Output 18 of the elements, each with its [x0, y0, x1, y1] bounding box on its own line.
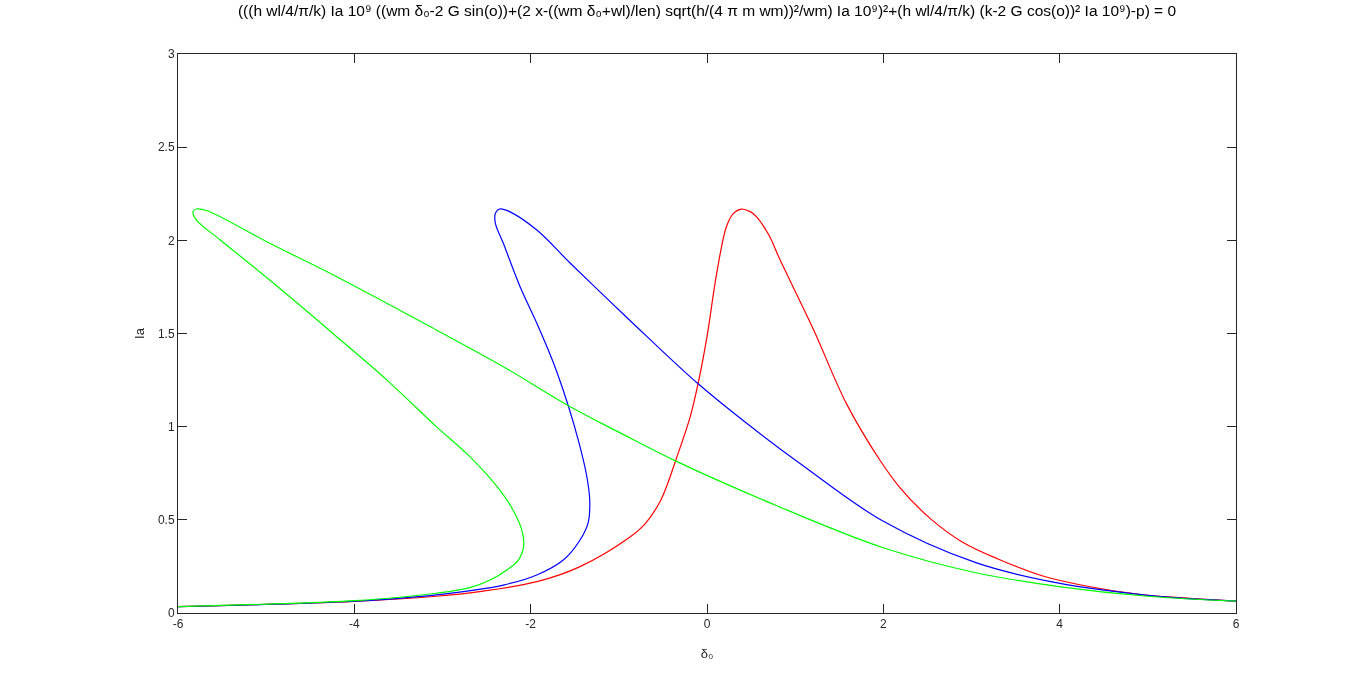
x-tick-label: -4	[348, 617, 360, 632]
line-series	[178, 208, 1236, 608]
x-tick-label: 0	[703, 617, 711, 632]
y-axis-title: Ia	[131, 327, 147, 339]
y-tick-label: 0.5	[157, 513, 175, 528]
y-tick-label: 0	[167, 606, 175, 621]
y-tick-label: 1	[167, 419, 175, 434]
x-axis-title: δ₀	[700, 646, 714, 661]
x-tick-label: 6	[1232, 617, 1240, 632]
y-tick-label: 2	[167, 233, 175, 248]
y-tick-label: 3	[167, 47, 175, 62]
x-tick-label: 4	[1056, 617, 1064, 632]
y-tick-label: 2.5	[157, 140, 175, 155]
x-tick-label: -6	[172, 617, 184, 632]
chart-title: (((h wl/4/π/k) Ia 10⁹ ((wm δ₀-2 G sin(o))+(2 x-((wm δ₀+wl)/len) sqrt(h/(4 π m wm))²/wm) Ia 10⁹)²+(h wl/4/π/k) (k-2 G cos(o))² Ia 10⁹)-p) = 0	[237, 2, 1177, 20]
x-tick-label: 2	[879, 617, 887, 632]
y-tick-label: 1.5	[157, 326, 175, 341]
x-tick-label: -2	[525, 617, 537, 632]
